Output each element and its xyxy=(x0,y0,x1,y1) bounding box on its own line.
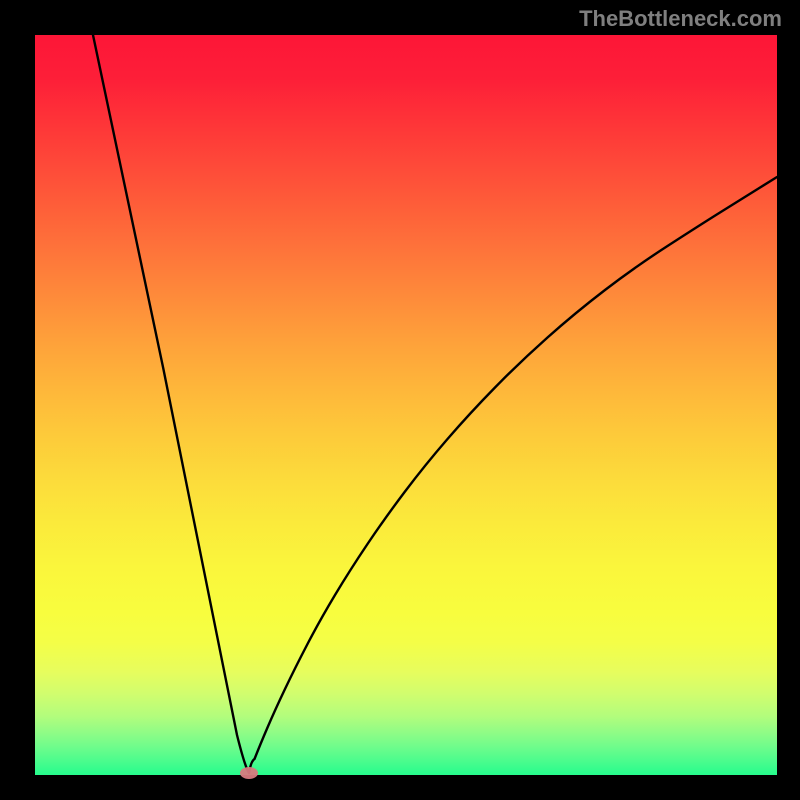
minimum-marker xyxy=(240,767,258,779)
watermark-text: TheBottleneck.com xyxy=(579,6,782,32)
chart-container: TheBottleneck.com xyxy=(0,0,800,800)
gradient-curve-chart xyxy=(0,0,800,800)
plot-area xyxy=(35,35,777,775)
